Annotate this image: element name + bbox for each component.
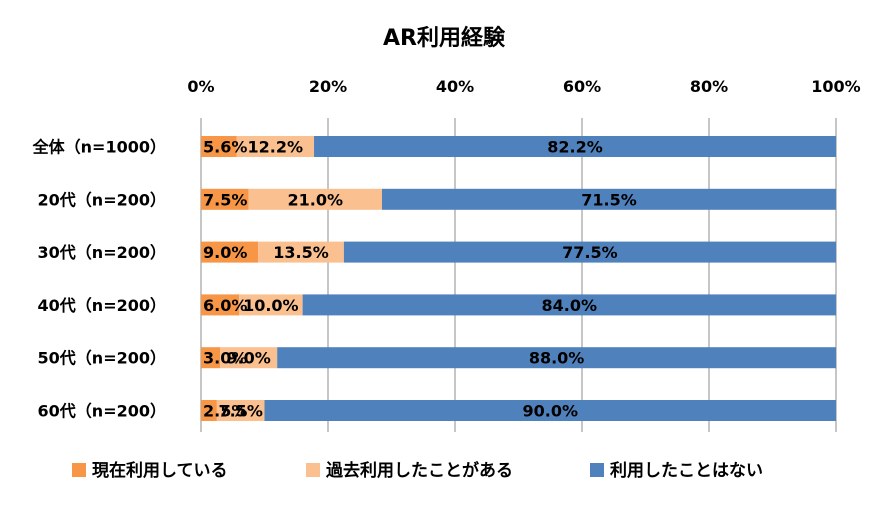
data-label: 6.0% [203,296,247,315]
category-labels: 全体（n=1000） 20代（n=200） 30代（n=200） 40代（n=200）… [32,138,166,421]
x-tick-label: 60% [563,77,601,96]
x-tick-label: 80% [690,77,728,96]
data-label: 9.0% [226,349,270,368]
legend-label: 利用したことはない [610,460,763,481]
bar-segment [236,136,315,157]
bar-segment [343,241,836,263]
chart-title: AR利用経験 [383,25,506,51]
bar-segment [314,136,836,157]
bars [201,136,837,421]
data-label: 88.0% [529,349,585,368]
legend-swatch [590,463,604,477]
bar-segment [201,188,249,210]
data-label: 71.5% [581,190,637,209]
data-label: 9.0% [203,243,247,262]
bar-segment [239,294,303,316]
bar-segment [277,347,836,369]
bar-segment [220,347,278,369]
category-label: 30代（n=200） [38,243,166,262]
data-label: 2.5% [203,402,247,421]
legend-label: 過去利用したことがある [326,460,513,481]
category-label: 全体（n=1000） [32,138,166,157]
data-label: 13.5% [273,243,329,262]
category-label: 20代（n=200） [38,190,166,209]
data-label: 3.0% [203,349,247,368]
gridlines [200,118,837,432]
x-tick-label: 20% [309,77,347,96]
legend-swatch [72,463,86,477]
category-label: 60代（n=200） [38,402,166,421]
category-label: 40代（n=200） [38,296,166,315]
bar-segment [248,188,382,210]
bar-segment [264,400,836,421]
bar-segment [201,400,217,421]
data-label: 7.5% [219,402,263,421]
data-label: 82.2% [547,138,603,157]
data-label: 12.2% [248,138,304,157]
x-tick-label: 100% [811,77,860,96]
bar-segment [201,347,221,369]
legend-swatch [306,463,320,477]
bar-segment [201,294,240,316]
bar-segment [216,400,265,421]
data-label: 5.6% [203,138,247,157]
data-label: 10.0% [243,296,299,315]
bar-segment [258,241,344,263]
x-tick-label: 0% [187,77,214,96]
legend: 現在利用している 過去利用したことがある 利用したことはない [72,460,763,481]
legend-label: 現在利用している [92,460,228,481]
data-label: 7.5% [203,190,247,209]
x-tick-label: 40% [436,77,474,96]
data-labels: 5.6% 12.2% 82.2% 7.5% 21.0% 71.5% 9.0% 13.5% 77.… [203,138,637,421]
bar-segment [302,294,837,316]
data-label: 90.0% [522,402,578,421]
bar-segment [201,241,259,263]
bar-segment [381,188,836,210]
category-label: 50代（n=200） [38,349,166,368]
data-label: 77.5% [562,243,618,262]
data-label: 21.0% [288,190,344,209]
x-axis-ticks: 0% 20% 40% 60% 80% 100% [187,77,860,96]
data-label: 84.0% [542,296,598,315]
bar-segment [201,136,237,157]
